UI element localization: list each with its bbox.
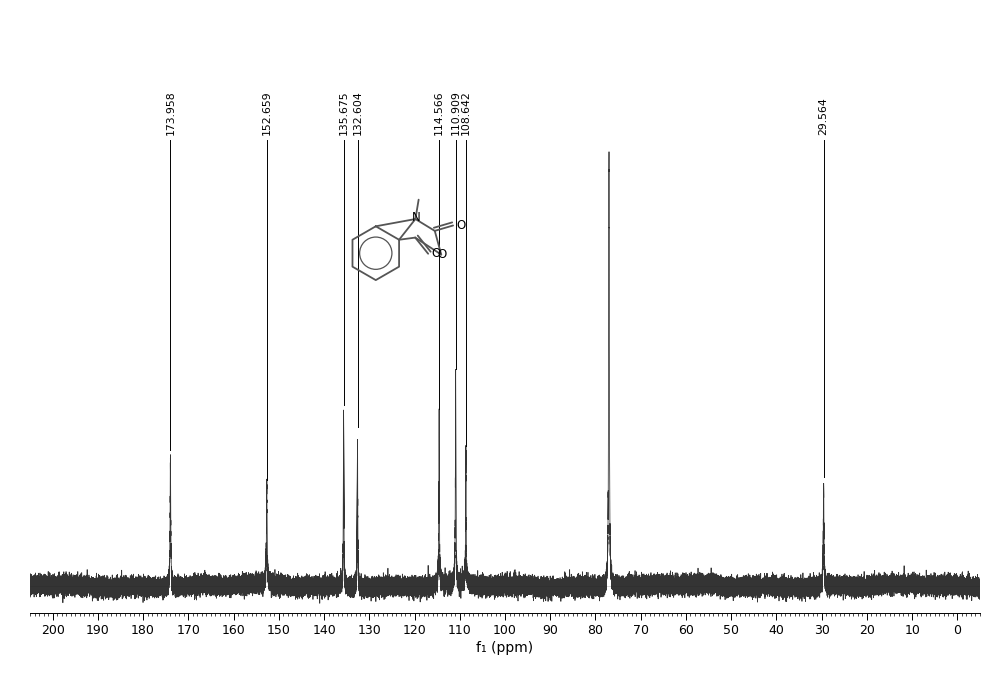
Text: 114.566: 114.566 [434,90,444,135]
X-axis label: f₁ (ppm): f₁ (ppm) [476,641,534,655]
Text: 173.958: 173.958 [165,90,175,135]
Text: 108.642: 108.642 [461,90,471,135]
Text: 29.564: 29.564 [819,97,829,135]
Text: 132.604: 132.604 [353,90,363,135]
Text: 110.909: 110.909 [451,90,461,135]
Text: 135.675: 135.675 [339,90,349,135]
Text: 152.659: 152.659 [262,90,272,135]
